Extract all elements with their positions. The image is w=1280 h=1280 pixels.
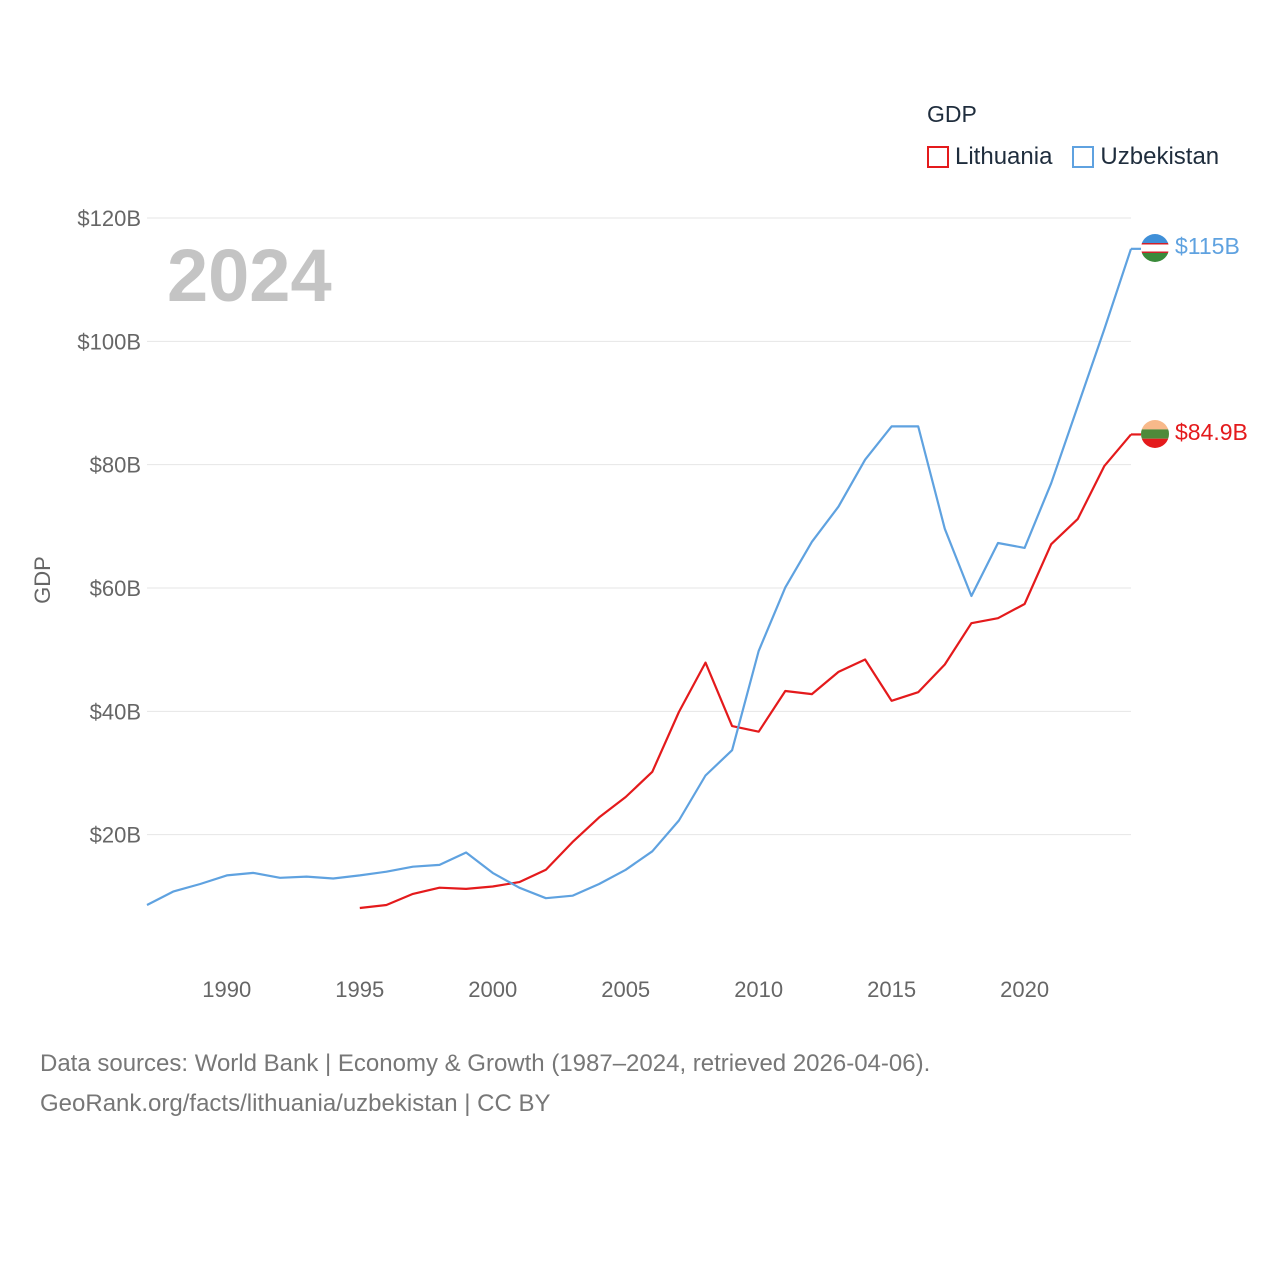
legend-title: GDP [927,101,977,127]
legend-item-lithuania[interactable]: Lithuania [927,143,1052,171]
gridlines [147,217,1131,836]
year-watermark: 2024 [167,234,332,317]
footer-sources: Data sources: World Bank | Economy & Gro… [40,1050,931,1077]
series-line-lithuania [359,433,1132,910]
series-lines [146,247,1141,910]
x-axis-ticks: 1990 1995 2000 2005 2010 2015 2020 [202,977,1049,1002]
y-tick-label: $100B [77,329,141,354]
lithuania-flag-icon [1141,420,1169,448]
y-axis-label: GDP [30,556,55,604]
uzbekistan-end-label: $115B [1175,233,1240,259]
y-tick-label: $20B [90,823,141,848]
legend-label-uzbekistan: Uzbekistan [1100,143,1220,170]
x-tick-label: 2000 [468,977,517,1002]
x-tick-label: 2015 [867,977,916,1002]
y-tick-label: $80B [90,453,141,478]
uzbekistan-swatch [1072,146,1095,168]
uzbekistan-flag-icon [1141,234,1169,262]
y-tick-label: $40B [90,699,141,724]
legend-item-uzbekistan[interactable]: Uzbekistan [1072,143,1219,171]
series-line-uzbekistan [146,248,1133,906]
x-tick-label: 2010 [734,977,783,1002]
x-tick-label: 2005 [601,977,650,1002]
lithuania-swatch [927,146,949,168]
legend-label-lithuania: Lithuania [955,143,1053,170]
lithuania-end-label: $84.9B [1175,419,1248,445]
y-tick-label: $120B [77,206,141,231]
x-tick-label: 1990 [202,977,251,1002]
footer: Data sources: World Bank | Economy & Gro… [40,1044,930,1124]
x-tick-label: 1995 [335,977,384,1002]
footer-attribution[interactable]: GeoRank.org/facts/lithuania/uzbekistan |… [40,1090,551,1117]
y-axis-ticks: $20B $40B $60B $80B $100B $120B [77,206,141,848]
y-tick-label: $60B [90,576,141,601]
legend: Lithuania Uzbekistan [927,143,1239,171]
x-tick-label: 2020 [1000,977,1049,1002]
